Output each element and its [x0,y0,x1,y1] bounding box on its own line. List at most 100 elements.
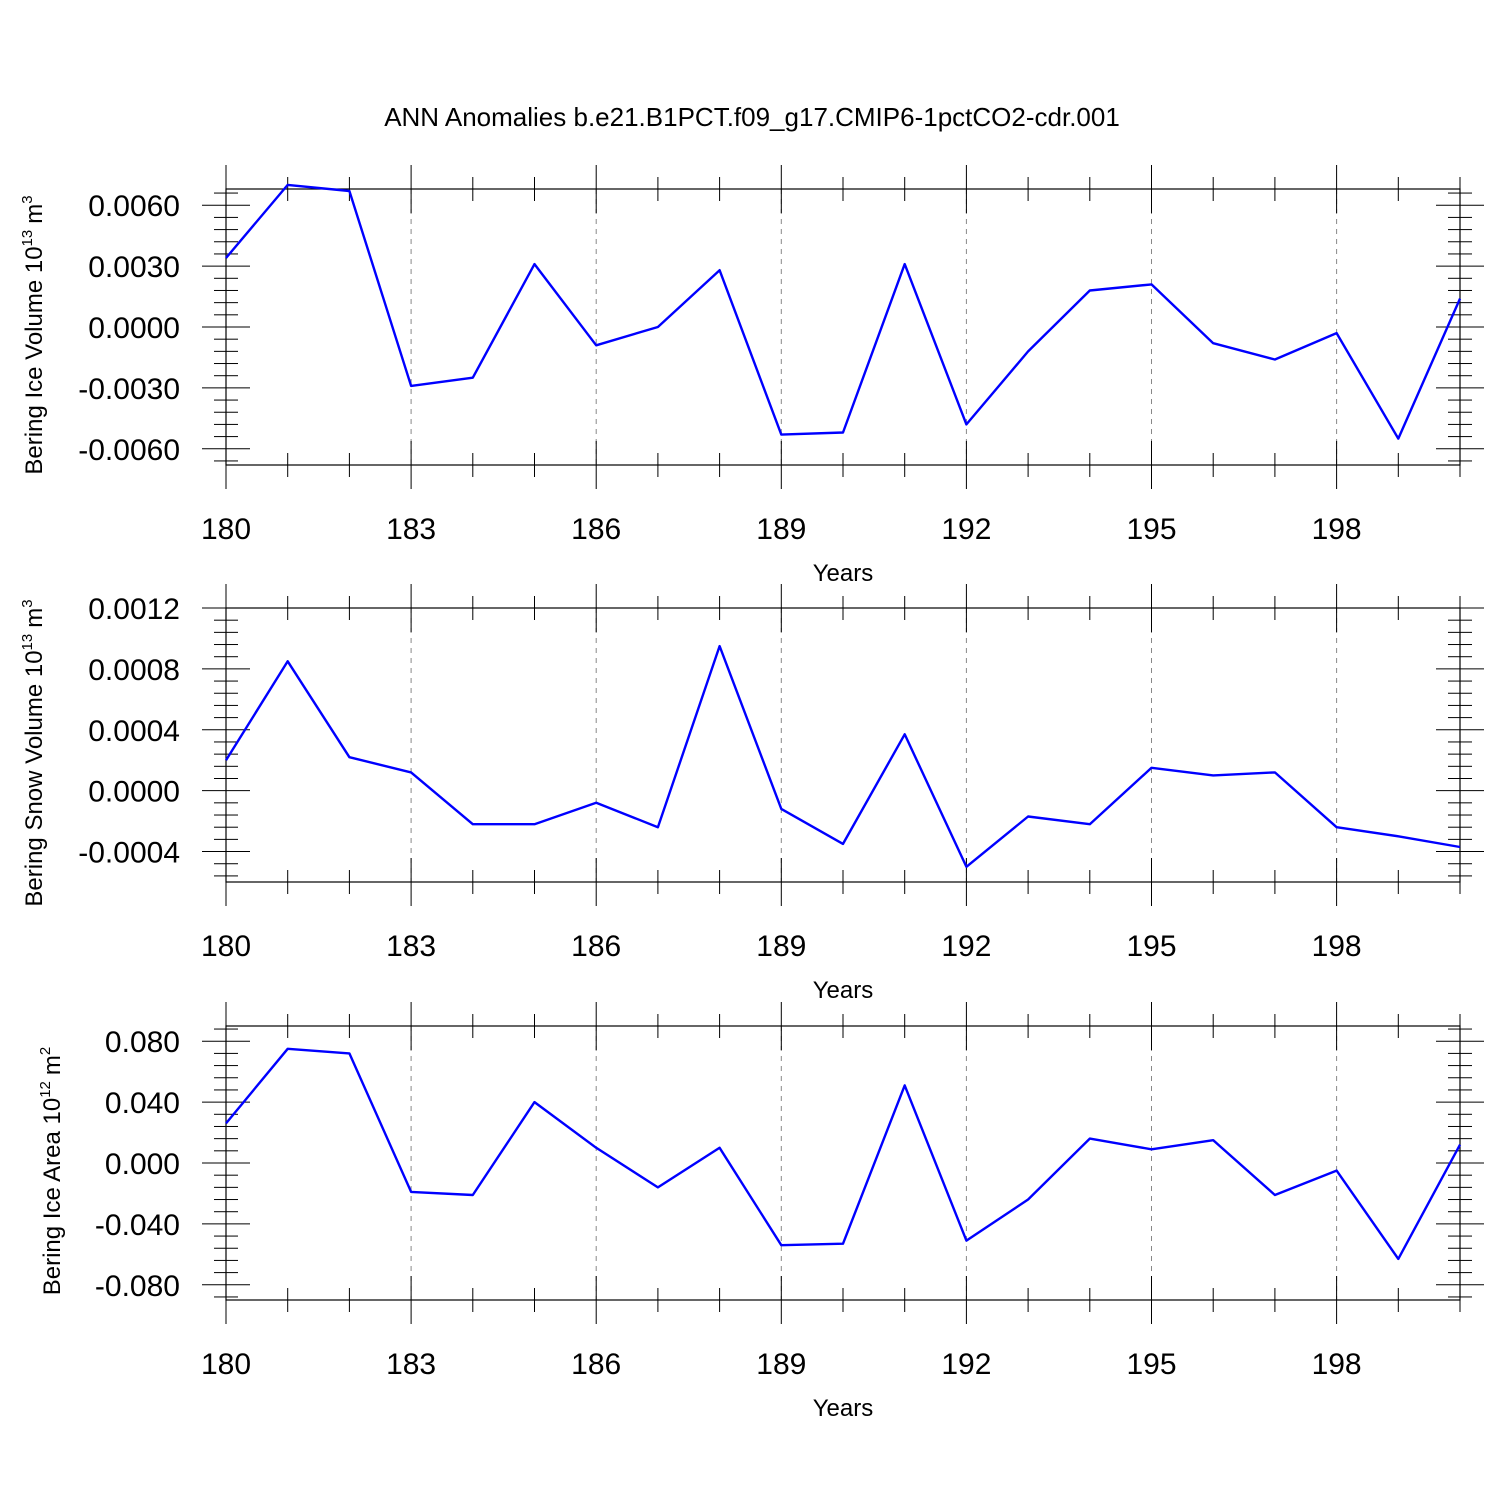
data-point [533,262,537,266]
y-tick-label: -0.0004 [78,837,180,870]
panel-2: -0.0004 0.0000 0.0004 0.0008 0.0012 180 183 186… [19,584,1484,1004]
y-axis-title-text: Bering Ice Area 10 [39,1098,66,1295]
x-tick-label: 189 [756,930,806,963]
series-line [225,183,1462,440]
y-axis-title-unit-exponent: 3 [19,195,36,203]
x-axis-title: Years [813,560,874,587]
x-tick-label: 183 [386,930,436,963]
data-point [841,1242,845,1246]
y-tick-label: -0.040 [95,1209,180,1242]
panel-1: -0.0060 -0.0030 0.0000 0.0030 0.0060 180 183 18… [19,165,1484,587]
data-point [409,770,413,774]
data-point [409,1190,413,1194]
x-axis-title: Years [813,977,874,1004]
data-point [347,1051,351,1055]
data-point [224,758,228,762]
data-point [594,801,598,805]
x-tick-label: 189 [756,513,806,546]
y-tick-label: 0.0004 [88,715,180,748]
figure-title: ANN Anomalies b.e21.B1PCT.f09_g17.CMIP6-… [384,102,1120,132]
x-axis-title: Years [813,1395,874,1422]
series-line [225,1047,1462,1261]
data-point [656,325,660,329]
y-tick-label: 0.0060 [88,190,180,223]
data-point [656,825,660,829]
data-point [1150,282,1154,286]
series-line [224,644,1461,868]
y-axis-title: Bering Ice Area 1012 m2 [37,1047,66,1296]
x-tick-label: 192 [941,1348,991,1381]
data-point [1458,297,1462,301]
x-tick-label: 195 [1126,930,1176,963]
data-point [964,865,968,869]
x-tick-label: 195 [1126,513,1176,546]
data-point [1088,822,1092,826]
data-point [1211,1138,1215,1142]
data-point [409,384,413,388]
y-tick-label: 0.0012 [88,593,180,626]
x-tick-label: 183 [386,513,436,546]
data-point [903,1083,907,1087]
y-tick-label: 0.0000 [88,776,180,809]
data-point [1211,341,1215,345]
data-point [594,1146,598,1150]
y-axis-title-unit-exponent: 2 [37,1047,54,1055]
y-tick-label: 0.0000 [88,312,180,345]
y-axis-title-exponent: 13 [19,230,36,247]
data-point [903,732,907,736]
y-tick-label: -0.0060 [78,434,180,467]
data-point [903,262,907,266]
data-point [779,807,783,811]
y-tick-label: -0.0030 [78,373,180,406]
x-tick-label: 186 [571,930,621,963]
y-axis-title-unit: m [39,1055,66,1075]
x-tick-label: 186 [571,1348,621,1381]
data-point [1026,1198,1030,1202]
y-axis-title-unit-exponent: 3 [19,599,36,607]
x-tick-label: 180 [201,1348,251,1381]
data-point [1273,770,1277,774]
data-point [1396,437,1400,441]
data-point [533,822,537,826]
y-tick-label: 0.0008 [88,654,180,687]
panels: -0.0060 -0.0030 0.0000 0.0030 0.0060 180 183 18… [19,165,1484,1422]
x-tick-label: 192 [941,513,991,546]
y-axis-title-exponent: 13 [19,634,36,651]
data-point [718,268,722,272]
x-tick-label: 192 [941,930,991,963]
x-tick-label: 198 [1312,1348,1362,1381]
y-axis-title-exponent: 12 [37,1081,54,1098]
data-point [1458,845,1462,849]
x-tick-label: 189 [756,1348,806,1381]
data-point [1026,349,1030,353]
data-point [1396,1257,1400,1261]
data-point [1088,1137,1092,1141]
data-point [347,755,351,759]
data-point [1150,1147,1154,1151]
data-point [224,256,228,260]
data-point [1273,1193,1277,1197]
x-tick-label: 186 [571,513,621,546]
data-point [533,1100,537,1104]
data-point [471,1193,475,1197]
y-axis-title: Bering Snow Volume 1013 m3 [19,599,48,906]
data-point [964,422,968,426]
data-point [1211,773,1215,777]
panel-3: -0.080 -0.040 0.000 0.040 0.080 180 183 186 189 1… [37,1002,1484,1422]
data-point [656,1185,660,1189]
data-point [1026,815,1030,819]
data-point [779,433,783,437]
data-point [286,183,290,187]
y-tick-label: 0.040 [105,1087,180,1120]
y-tick-label: 0.0030 [88,251,180,284]
y-axis-title: Bering Ice Volume 1013 m3 [19,195,48,474]
data-point [471,376,475,380]
y-tick-label: 0.080 [105,1026,180,1059]
x-tick-label: 183 [386,1348,436,1381]
x-tick-label: 180 [201,513,251,546]
data-point [1335,331,1339,335]
data-point [718,644,722,648]
data-point [1458,1143,1462,1147]
data-point [1335,825,1339,829]
y-axis-title-unit: m [21,204,48,224]
